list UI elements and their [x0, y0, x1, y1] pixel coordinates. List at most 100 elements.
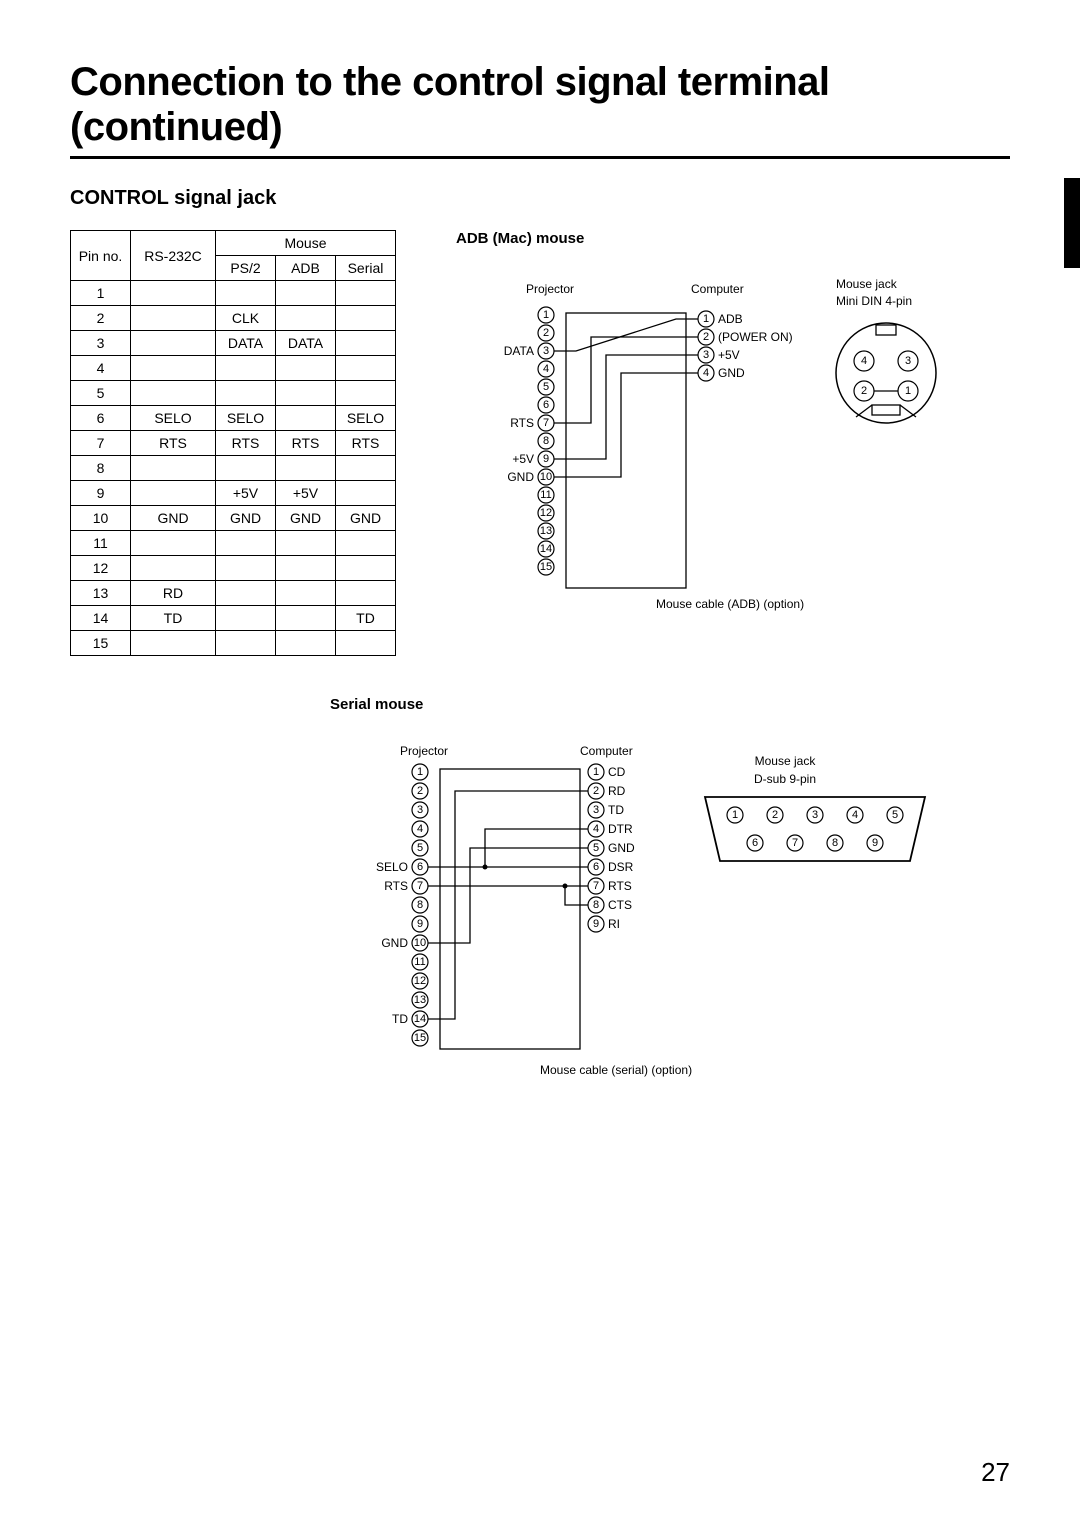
dsub9-icon: Mouse jack D-sub 9-pin 12345 6789: [705, 754, 925, 861]
pin-label: DTR: [608, 822, 633, 836]
table-cell: 10: [71, 506, 131, 531]
table-row: 13RD: [71, 581, 396, 606]
table-row: 6SELOSELOSELO: [71, 406, 396, 431]
table-cell: GND: [131, 506, 216, 531]
pin-label: DATA: [504, 344, 534, 358]
svg-text:3: 3: [905, 355, 911, 367]
pin-label: SELO: [376, 860, 408, 874]
pin-number: 9: [543, 453, 549, 465]
svg-text:1: 1: [905, 385, 911, 397]
table-cell: [336, 281, 396, 306]
pin-label: GND: [381, 936, 408, 950]
table-cell: [216, 456, 276, 481]
pin-number: 4: [703, 367, 709, 379]
pin-label: +5V: [512, 452, 534, 466]
pin-number: 14: [540, 543, 552, 555]
svg-text:Mouse jack: Mouse jack: [755, 754, 817, 768]
pin-number: 9: [872, 837, 878, 849]
table-cell: [216, 581, 276, 606]
table-cell: [131, 331, 216, 356]
adb-title: ADB (Mac) mouse: [456, 230, 976, 247]
table-row: 3 DATADATA: [71, 331, 396, 356]
table-cell: DATA: [216, 331, 276, 356]
table-cell: 9: [71, 481, 131, 506]
pin-number: 9: [593, 918, 599, 930]
table-cell: RTS: [276, 431, 336, 456]
pin-label: DSR: [608, 860, 634, 874]
pin-label: RD: [608, 784, 626, 798]
pin-number: 15: [414, 1032, 426, 1044]
serial-cable-box: [440, 769, 580, 1049]
adb-diagram: ADB (Mac) mouse Projector Computer Mouse…: [456, 230, 976, 643]
table-cell: SELO: [216, 406, 276, 431]
pin-number: 9: [417, 918, 423, 930]
table-cell: 8: [71, 456, 131, 481]
table-cell: 7: [71, 431, 131, 456]
wire: [554, 373, 698, 477]
table-cell: DATA: [276, 331, 336, 356]
page-number: 27: [981, 1457, 1010, 1488]
table-cell: [131, 381, 216, 406]
table-cell: [276, 531, 336, 556]
pin-number: 8: [832, 837, 838, 849]
table-row: 5: [71, 381, 396, 406]
pin-label: RI: [608, 917, 620, 931]
table-cell: [336, 306, 396, 331]
table-row: 9+5V+5V: [71, 481, 396, 506]
pin-number: 2: [703, 331, 709, 343]
table-cell: [216, 531, 276, 556]
mini-din-icon: 4 3 2 1: [836, 323, 936, 423]
th-adb: ADB: [276, 256, 336, 281]
wire: [428, 791, 588, 1019]
pin-number: 5: [892, 809, 898, 821]
table-cell: SELO: [131, 406, 216, 431]
table-cell: 12: [71, 556, 131, 581]
wire: [554, 337, 698, 423]
adb-computer-label: Computer: [691, 282, 744, 296]
table-cell: RD: [131, 581, 216, 606]
pin-number: 2: [593, 785, 599, 797]
table-cell: [131, 531, 216, 556]
wire: [554, 319, 698, 351]
table-cell: [336, 581, 396, 606]
pin-number: 6: [417, 861, 423, 873]
table-cell: RTS: [216, 431, 276, 456]
table-cell: [216, 381, 276, 406]
page-title: Connection to the control signal termina…: [70, 60, 1010, 159]
table-cell: 11: [71, 531, 131, 556]
table-cell: CLK: [216, 306, 276, 331]
table-cell: 6: [71, 406, 131, 431]
svg-text:D-sub 9-pin: D-sub 9-pin: [754, 772, 816, 786]
pin-number: 4: [852, 809, 858, 821]
pin-number: 13: [540, 525, 552, 537]
pin-number: 6: [543, 399, 549, 411]
wire: [554, 355, 698, 459]
adb-jack-label1: Mouse jack: [836, 277, 898, 291]
table-cell: TD: [131, 606, 216, 631]
serial-diagram: Serial mouse Projector Computer 123456SE…: [330, 696, 1010, 1109]
pin-label: GND: [507, 470, 534, 484]
table-cell: 3: [71, 331, 131, 356]
table-cell: +5V: [276, 481, 336, 506]
pin-number: 7: [792, 837, 798, 849]
pin-number: 3: [703, 349, 709, 361]
pin-label: CTS: [608, 898, 632, 912]
pin-number: 7: [593, 880, 599, 892]
table-cell: [276, 556, 336, 581]
table-cell: [131, 456, 216, 481]
pin-label: RTS: [510, 416, 534, 430]
pin-number: 13: [414, 994, 426, 1006]
wire: [428, 848, 588, 943]
pin-number: 12: [414, 975, 426, 987]
adb-cable-label: Mouse cable (ADB) (option): [656, 597, 804, 611]
table-row: 2CLK: [71, 306, 396, 331]
pin-number: 1: [703, 313, 709, 325]
table-cell: [276, 631, 336, 656]
table-cell: [216, 281, 276, 306]
table-cell: [216, 606, 276, 631]
table-cell: [276, 406, 336, 431]
table-cell: [336, 531, 396, 556]
table-cell: 5: [71, 381, 131, 406]
table-cell: GND: [216, 506, 276, 531]
pin-label: (POWER ON): [718, 330, 793, 344]
